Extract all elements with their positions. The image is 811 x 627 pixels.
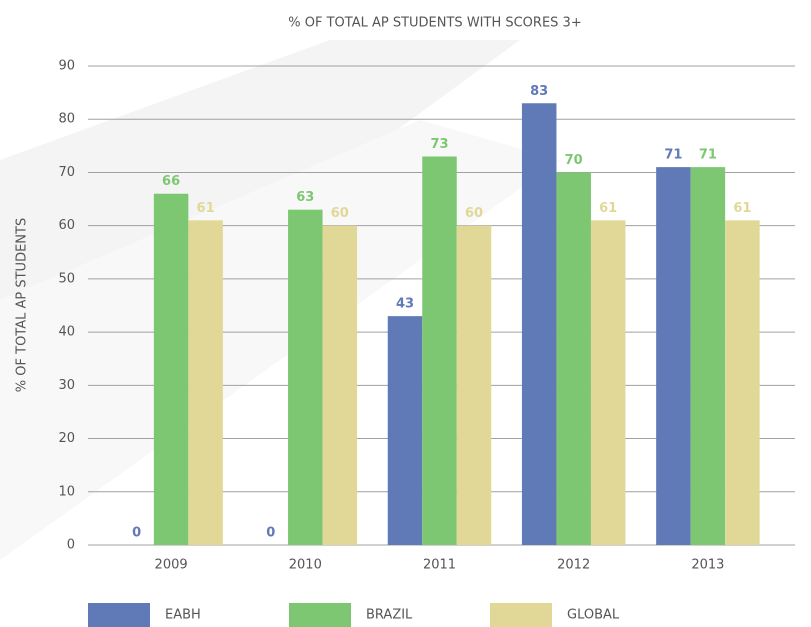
bar: [690, 167, 726, 545]
value-label: 61: [197, 201, 215, 216]
bar: [556, 172, 591, 545]
bar: [456, 225, 492, 545]
value-label: 71: [664, 148, 682, 163]
value-label: 61: [599, 201, 617, 216]
value-label: 63: [296, 190, 314, 205]
y-tick-label: 40: [58, 325, 75, 340]
x-tick-label: 2010: [289, 558, 322, 573]
value-label: 0: [266, 526, 275, 541]
y-tick-label: 90: [58, 59, 75, 74]
y-tick-label: 20: [58, 431, 75, 446]
x-tick-label: 2013: [691, 558, 724, 573]
bar: [188, 220, 223, 545]
value-label: 60: [465, 206, 483, 221]
legend-swatch: [88, 603, 150, 627]
y-tick-label: 80: [58, 112, 75, 127]
chart-title: % OF TOTAL AP STUDENTS WITH SCORES 3+: [288, 16, 581, 31]
y-tick-label: 10: [58, 484, 75, 499]
y-axis-label: % OF TOTAL AP STUDENTS: [15, 218, 30, 392]
y-tick-label: 30: [58, 378, 75, 393]
background-shape: [0, 120, 560, 560]
value-label: 61: [733, 201, 751, 216]
value-label: 43: [396, 297, 414, 312]
y-tick-label: 60: [58, 218, 75, 233]
bar: [422, 156, 457, 545]
bar: [521, 103, 557, 545]
legend-swatch: [289, 603, 351, 627]
legend-label: EABH: [165, 608, 201, 623]
y-tick-label: 50: [58, 271, 75, 286]
x-tick-label: 2009: [155, 558, 188, 573]
bar: [153, 193, 189, 545]
bar: [288, 209, 323, 545]
bar: [590, 220, 626, 545]
value-label: 66: [162, 174, 180, 189]
y-tick-label: 0: [67, 538, 75, 553]
bar: [725, 220, 760, 545]
value-label: 73: [430, 137, 448, 152]
value-label: 60: [331, 206, 349, 221]
x-tick-label: 2011: [423, 558, 456, 573]
value-label: 70: [565, 153, 583, 168]
bar: [387, 316, 423, 545]
legend-swatch: [490, 603, 552, 627]
value-label: 83: [530, 84, 548, 99]
value-label: 71: [699, 148, 717, 163]
bar: [322, 225, 358, 545]
y-tick-label: 70: [58, 165, 75, 180]
legend-label: BRAZIL: [366, 608, 413, 623]
legend-label: GLOBAL: [567, 608, 620, 623]
value-label: 0: [132, 526, 141, 541]
x-tick-label: 2012: [557, 558, 590, 573]
bar: [656, 167, 691, 545]
